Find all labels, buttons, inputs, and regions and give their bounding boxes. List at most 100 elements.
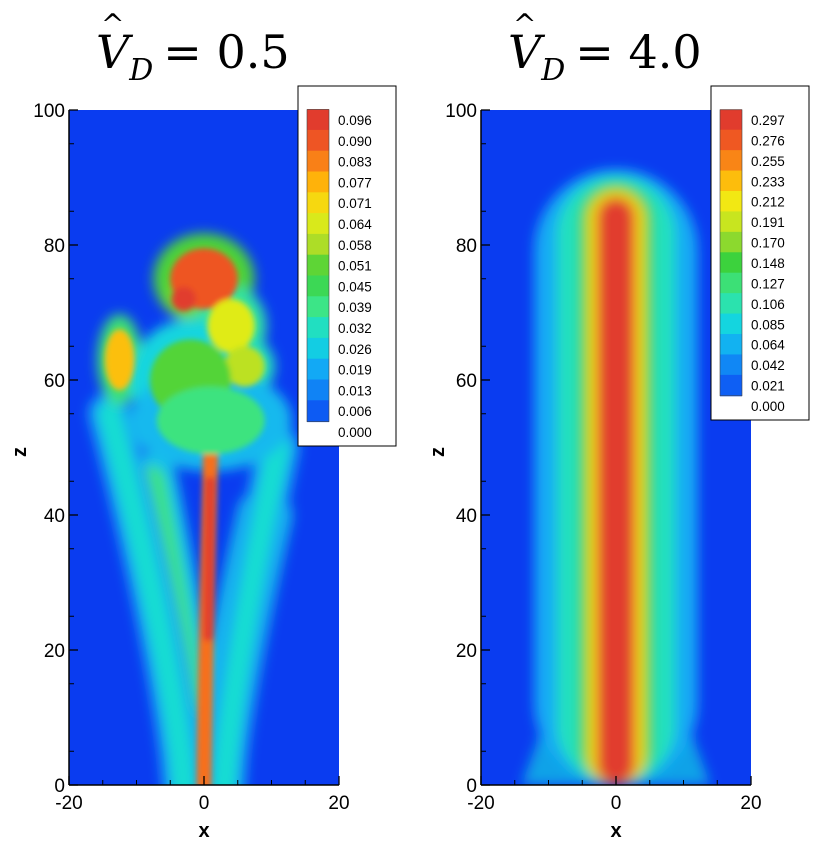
colorbar-label: 0.021 bbox=[751, 379, 785, 394]
y-tick-label: 60 bbox=[44, 371, 65, 392]
colorbar-label: 0.096 bbox=[338, 113, 372, 128]
colorbar-swatch bbox=[307, 192, 329, 215]
colorbar-swatch bbox=[307, 358, 329, 381]
colorbar-label: 0.127 bbox=[751, 276, 785, 291]
y-tick-label: 40 bbox=[44, 506, 65, 527]
y-tick-label: 80 bbox=[44, 236, 65, 257]
y-tick-label: 20 bbox=[456, 641, 477, 662]
plume-eddy bbox=[224, 346, 265, 387]
colorbar-label: 0.077 bbox=[338, 175, 372, 190]
colorbar-label: 0.170 bbox=[751, 236, 785, 251]
heatmap-area bbox=[481, 110, 751, 785]
field-layer bbox=[481, 110, 751, 785]
colorbar-label: 0.000 bbox=[751, 399, 785, 414]
plume-column bbox=[597, 197, 635, 785]
colorbar-swatch bbox=[720, 150, 742, 172]
colorbar-swatch bbox=[720, 231, 742, 254]
title-subscript: D bbox=[128, 53, 153, 88]
colorbar-label: 0.064 bbox=[338, 217, 372, 232]
x-tick-label: -20 bbox=[55, 793, 82, 814]
y-tick-label: 100 bbox=[445, 101, 477, 122]
colorbar-swatch bbox=[720, 313, 742, 335]
title-value: = 0.5 bbox=[163, 25, 289, 79]
plume-eddy bbox=[171, 286, 196, 312]
colorbar-swatch bbox=[307, 213, 329, 235]
colorbar-swatch bbox=[307, 337, 329, 360]
colorbar-label: 0.042 bbox=[751, 358, 785, 373]
y-tick-label: 100 bbox=[33, 101, 65, 122]
colorbar-frame bbox=[306, 109, 330, 422]
title-subscript: D bbox=[540, 53, 565, 88]
colorbar-swatch bbox=[307, 171, 329, 194]
colorbar-label: 0.058 bbox=[338, 238, 372, 253]
colorbar-swatch bbox=[307, 109, 329, 131]
colorbar-swatch bbox=[720, 211, 742, 233]
colorbar-swatch bbox=[307, 317, 329, 339]
colorbar-label: 0.106 bbox=[751, 297, 785, 312]
x-axis-title: x bbox=[610, 820, 621, 842]
title-hat: ^ bbox=[513, 8, 536, 41]
heatmap-area bbox=[69, 110, 339, 785]
colorbar-swatch bbox=[307, 296, 329, 319]
colorbar-swatch bbox=[307, 129, 329, 152]
colorbar-label: 0.019 bbox=[338, 363, 372, 378]
plume-eddy bbox=[156, 386, 265, 455]
colorbar-label: 0.064 bbox=[751, 338, 785, 353]
y-tick-label: 0 bbox=[54, 776, 65, 797]
x-axis-title: x bbox=[198, 820, 209, 842]
colorbar-label: 0.039 bbox=[338, 300, 372, 315]
y-axis-title: z bbox=[427, 447, 449, 457]
colorbar-legend: 0.096 0.090 0.083 0.077 0.071 0.064 0.058 0.051… bbox=[297, 85, 397, 447]
colorbar-label: 0.212 bbox=[751, 195, 785, 210]
colorbar-label: 0.026 bbox=[338, 342, 372, 357]
x-tick-label: 0 bbox=[611, 793, 622, 814]
colorbar-label: 0.085 bbox=[751, 317, 785, 332]
core-contours bbox=[104, 248, 265, 785]
colorbar-label: 0.032 bbox=[338, 321, 372, 336]
colorbar-swatch bbox=[307, 275, 329, 298]
plume-eddy bbox=[104, 329, 135, 391]
plume-core bbox=[203, 476, 215, 642]
x-tick-label: -20 bbox=[467, 793, 494, 814]
colorbar-label: 0.191 bbox=[751, 215, 785, 230]
colorbar-label: 0.045 bbox=[338, 279, 372, 294]
colorbar-swatch bbox=[720, 170, 742, 192]
colorbar-label: 0.255 bbox=[751, 154, 785, 169]
panel-title: VD = 4.0 bbox=[508, 25, 702, 88]
colorbar-frame bbox=[719, 109, 743, 397]
x-tick-label: 0 bbox=[199, 793, 210, 814]
colorbar-swatch bbox=[720, 109, 742, 131]
y-tick-label: 0 bbox=[466, 776, 477, 797]
colorbar-swatch bbox=[720, 334, 742, 356]
colorbar-label: 0.083 bbox=[338, 155, 372, 170]
colorbar-label: 0.006 bbox=[338, 404, 372, 419]
colorbar-swatch bbox=[720, 293, 742, 315]
colorbar-swatch bbox=[720, 374, 742, 397]
plume-eddy bbox=[207, 299, 255, 353]
colorbar-label: 0.148 bbox=[751, 256, 785, 271]
colorbar-label: 0.233 bbox=[751, 174, 785, 189]
colorbar-swatch bbox=[307, 400, 329, 423]
title-value: = 4.0 bbox=[575, 25, 701, 79]
colorbar-label: 0.297 bbox=[751, 113, 785, 128]
colorbar-label: 0.090 bbox=[338, 134, 372, 149]
colorbar-swatch bbox=[307, 150, 329, 173]
colorbar-swatch bbox=[720, 252, 742, 274]
smoothed-contours bbox=[521, 169, 711, 785]
y-tick-label: 60 bbox=[456, 371, 477, 392]
plume-branch bbox=[97, 401, 196, 785]
colorbar-swatch bbox=[307, 254, 329, 277]
colorbar-label: 0.276 bbox=[751, 133, 785, 148]
colorbar-label: 0.000 bbox=[338, 425, 372, 440]
colorbar-swatch bbox=[307, 379, 329, 402]
title-hat: ^ bbox=[101, 8, 124, 41]
colorbar-label: 0.013 bbox=[338, 383, 372, 398]
colorbar-swatch bbox=[307, 233, 329, 256]
plume-branch bbox=[212, 435, 291, 785]
x-tick-label: 20 bbox=[740, 793, 761, 814]
